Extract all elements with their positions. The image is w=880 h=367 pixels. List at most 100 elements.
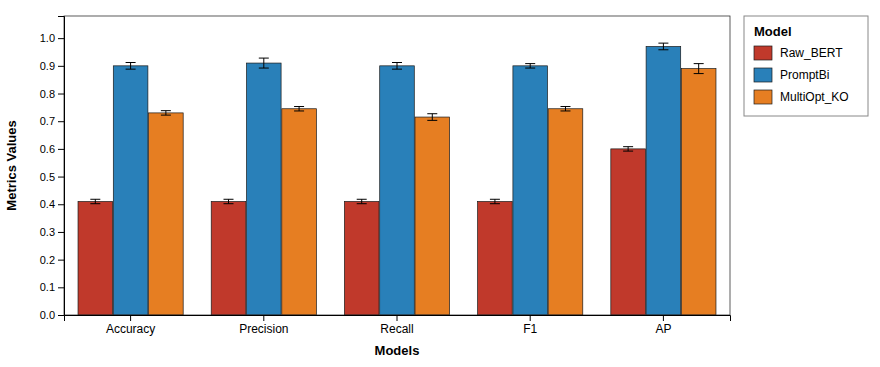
error-cap [490, 199, 500, 200]
tick-label: AP [655, 322, 671, 336]
error-cap [224, 199, 234, 200]
legend-swatch [754, 68, 772, 82]
bar [113, 66, 148, 315]
tick: Precision [239, 315, 288, 336]
tick: 0.8 [40, 88, 64, 100]
error-bar [628, 147, 629, 151]
bar [282, 109, 317, 315]
error-cap [224, 203, 234, 204]
legend-entry: Raw_BERT [780, 46, 843, 60]
error-cap [658, 49, 668, 50]
tick-label: 0.7 [40, 115, 55, 127]
error-bar [299, 107, 300, 111]
chart: AccuracyPrecisionRecallF1AP0.00.10.20.30… [0, 0, 880, 367]
error-cap [126, 69, 136, 70]
legend-title: Model [754, 24, 792, 39]
error-cap [658, 43, 668, 44]
axis-line [58, 17, 65, 316]
error-bar [361, 199, 362, 203]
tick-label: 0.6 [40, 143, 55, 155]
tick: 0.3 [40, 226, 64, 238]
bar [344, 201, 379, 315]
error-bar [397, 63, 398, 70]
tick: 0.5 [40, 171, 64, 183]
tick-label: 0.4 [40, 198, 55, 210]
error-cap [623, 151, 633, 152]
tick: 0.1 [40, 281, 64, 293]
series [113, 43, 680, 315]
tick-label: 0.8 [40, 88, 55, 100]
bar [149, 113, 184, 315]
tick-mark [58, 260, 64, 261]
x-axis: Accuracy Precision Recall F1 AP [65, 315, 731, 336]
error-cap [357, 199, 367, 200]
tick: 1.0 [40, 32, 64, 44]
bar [211, 201, 246, 315]
tick-mark [130, 315, 131, 321]
tick-label: F1 [523, 322, 537, 336]
bar [513, 66, 548, 315]
tick-label: 0.1 [40, 281, 55, 293]
error-cap [623, 146, 633, 147]
plot: AccuracyPrecisionRecallF1AP0.00.10.20.30… [40, 16, 731, 336]
plot-frame [64, 16, 730, 315]
tick-label: 0.0 [40, 309, 55, 321]
x-axis-title: Models [375, 343, 420, 358]
tick-mark [58, 287, 64, 288]
error-cap [161, 115, 171, 116]
tick-label: 0.9 [40, 60, 55, 72]
tick: Accuracy [106, 315, 155, 336]
tick: AP [655, 315, 671, 336]
error-cap [392, 69, 402, 70]
error-cap [560, 106, 570, 107]
tick-label: Recall [380, 322, 413, 336]
tick: 0.0 [40, 309, 64, 321]
marks [78, 43, 716, 315]
tick-mark [530, 315, 531, 321]
bar [548, 109, 583, 315]
bar [478, 201, 513, 315]
tick-label: Precision [239, 322, 288, 336]
bar [78, 201, 113, 315]
tick-mark [58, 121, 64, 122]
error-cap [427, 120, 437, 121]
error-cap [694, 73, 704, 74]
tick-label: 0.3 [40, 226, 55, 238]
tick: Recall [380, 315, 413, 336]
tick: 0.2 [40, 254, 64, 266]
tick-label: 0.5 [40, 171, 55, 183]
error-cap [259, 58, 269, 59]
tick: 0.6 [40, 143, 64, 155]
tick-mark [58, 177, 64, 178]
error-bar [432, 114, 433, 121]
series [149, 64, 716, 315]
error-bar [263, 58, 264, 68]
error-cap [294, 106, 304, 107]
error-cap [392, 62, 402, 63]
error-bar [130, 63, 131, 70]
tick-mark [58, 94, 64, 95]
y-axis: 0.0 0.1 0.2 0.3 0.4 0.5 0.6 0.7 0.8 0.9 1.0 [40, 17, 65, 322]
tick-mark [58, 232, 64, 233]
legend-swatch [754, 46, 772, 60]
tick-mark [58, 315, 64, 316]
tick-mark [58, 149, 64, 150]
error-cap [126, 62, 136, 63]
error-bar [95, 199, 96, 203]
bar [646, 46, 681, 315]
error-bar [165, 111, 166, 115]
error-cap [294, 110, 304, 111]
error-cap [259, 68, 269, 69]
error-cap [357, 203, 367, 204]
error-cap [90, 203, 100, 204]
legend-entry: PromptBi [780, 68, 829, 82]
axis-line [65, 316, 731, 322]
legend-swatch [754, 90, 772, 104]
tick-mark [58, 66, 64, 67]
tick-label: 1.0 [40, 32, 55, 44]
error-bar [494, 199, 495, 203]
error-cap [694, 63, 704, 64]
error-cap [525, 68, 535, 69]
bar [681, 69, 716, 315]
error-cap [90, 199, 100, 200]
